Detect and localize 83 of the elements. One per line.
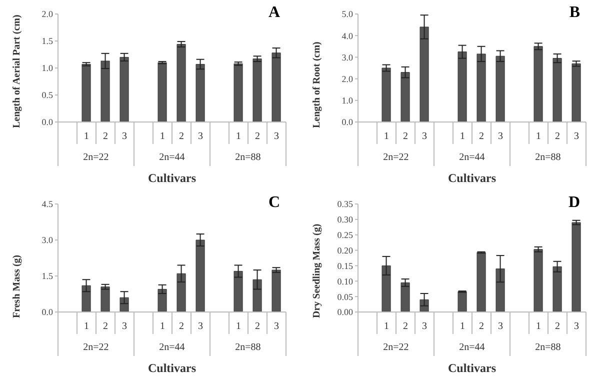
y-tick-label: 0.10 — [337, 276, 354, 286]
chart-title: B — [569, 4, 580, 22]
x-tick-label: 3 — [422, 321, 427, 332]
x-tick-label: 3 — [498, 321, 503, 332]
x-tick-label: 2 — [403, 321, 408, 332]
y-tick-label: 5.0 — [342, 9, 354, 20]
x-axis-title: Cultivars — [448, 171, 496, 185]
x-tick-label: 3 — [122, 321, 127, 332]
text: 2n=88 — [535, 152, 561, 163]
text: 2n=22 — [83, 152, 109, 163]
y-tick-label: 1.0 — [42, 63, 54, 74]
chart-title: C — [268, 194, 280, 212]
text: 2n=44 — [459, 342, 485, 353]
x-tick-label: 1 — [460, 131, 465, 142]
x-tick-label: 3 — [498, 131, 503, 142]
x-axis-title: Cultivars — [448, 361, 496, 375]
text: 2n=22 — [83, 342, 109, 353]
y-axis-title: Length of Root (cm) — [312, 42, 323, 128]
y-tick-label: 0.25 — [337, 230, 354, 240]
y-axis-title: Fresh Mass (g) — [12, 254, 23, 318]
x-tick-label: 1 — [236, 321, 241, 332]
y-tick-label: 0.5 — [42, 90, 54, 100]
x-tick-label: 1 — [384, 321, 389, 332]
text: 2n=44 — [159, 152, 185, 163]
y-tick-label: 2.0 — [42, 9, 54, 20]
x-tick-label: 3 — [274, 321, 279, 332]
x-tick-label: 1 — [236, 131, 241, 142]
y-tick-label: 2.0 — [342, 74, 354, 84]
chart-title: D — [568, 194, 580, 212]
y-tick-label: 0.30 — [337, 214, 354, 225]
x-axis-title: Cultivars — [148, 361, 196, 375]
y-axis-title: Length of Aerial Part (cm) — [12, 14, 23, 128]
text: 2n=22 — [383, 152, 409, 163]
x-tick-label: 3 — [574, 321, 579, 332]
x-tick-label: 2 — [479, 131, 484, 142]
x-tick-label: 2 — [179, 131, 184, 142]
x-tick-label: 3 — [198, 131, 203, 142]
x-tick-label: 1 — [84, 131, 89, 142]
chart-title: A — [268, 4, 280, 22]
x-tick-label: 2 — [255, 321, 260, 332]
x-tick-label: 3 — [422, 131, 427, 142]
y-tick-label: 4.5 — [42, 199, 54, 210]
x-tick-label: 2 — [179, 321, 184, 332]
x-tick-label: 2 — [403, 131, 408, 142]
y-tick-label: 0.0 — [42, 117, 54, 128]
x-tick-label: 1 — [384, 131, 389, 142]
x-tick-label: 3 — [574, 131, 579, 142]
x-tick-label: 1 — [536, 131, 541, 142]
text: 2n=88 — [235, 342, 261, 353]
y-tick-label: 0.00 — [337, 307, 354, 318]
x-tick-label: 3 — [198, 321, 203, 332]
x-tick-label: 2 — [555, 131, 560, 142]
x-tick-label: 2 — [555, 321, 560, 332]
x-tick-label: 2 — [479, 321, 484, 332]
text: 2n=44 — [459, 152, 485, 163]
y-tick-label: 1.5 — [42, 271, 54, 282]
x-tick-label: 2 — [255, 131, 260, 142]
y-axis-title: Dry Seedling Mass (g) — [312, 224, 323, 318]
y-tick-label: 0.0 — [342, 117, 354, 128]
text: 2n=44 — [159, 342, 185, 353]
text: 2n=88 — [535, 342, 561, 353]
x-axis-title: Cultivars — [148, 171, 196, 185]
y-tick-label: 0.35 — [337, 199, 354, 210]
y-tick-label: 4.0 — [342, 30, 354, 41]
y-tick-label: 0.05 — [337, 292, 354, 302]
y-tick-label: 1.0 — [342, 96, 354, 106]
x-tick-label: 1 — [84, 321, 89, 332]
x-tick-label: 3 — [122, 131, 127, 142]
text: 2n=22 — [383, 342, 409, 353]
y-tick-label: 1.5 — [42, 36, 54, 46]
y-tick-label: 3.0 — [42, 235, 54, 246]
y-tick-label: 3.0 — [342, 52, 354, 62]
x-tick-label: 2 — [103, 131, 108, 142]
y-tick-label: 0.15 — [337, 260, 354, 271]
x-tick-label: 2 — [103, 321, 108, 332]
y-tick-label: 0.20 — [337, 245, 354, 256]
x-tick-label: 1 — [536, 321, 541, 332]
x-tick-label: 1 — [460, 321, 465, 332]
y-tick-label: 0.0 — [42, 307, 54, 318]
text: 2n=88 — [235, 152, 261, 163]
x-tick-label: 1 — [160, 131, 165, 142]
x-tick-label: 3 — [274, 131, 279, 142]
x-tick-label: 1 — [160, 321, 165, 332]
